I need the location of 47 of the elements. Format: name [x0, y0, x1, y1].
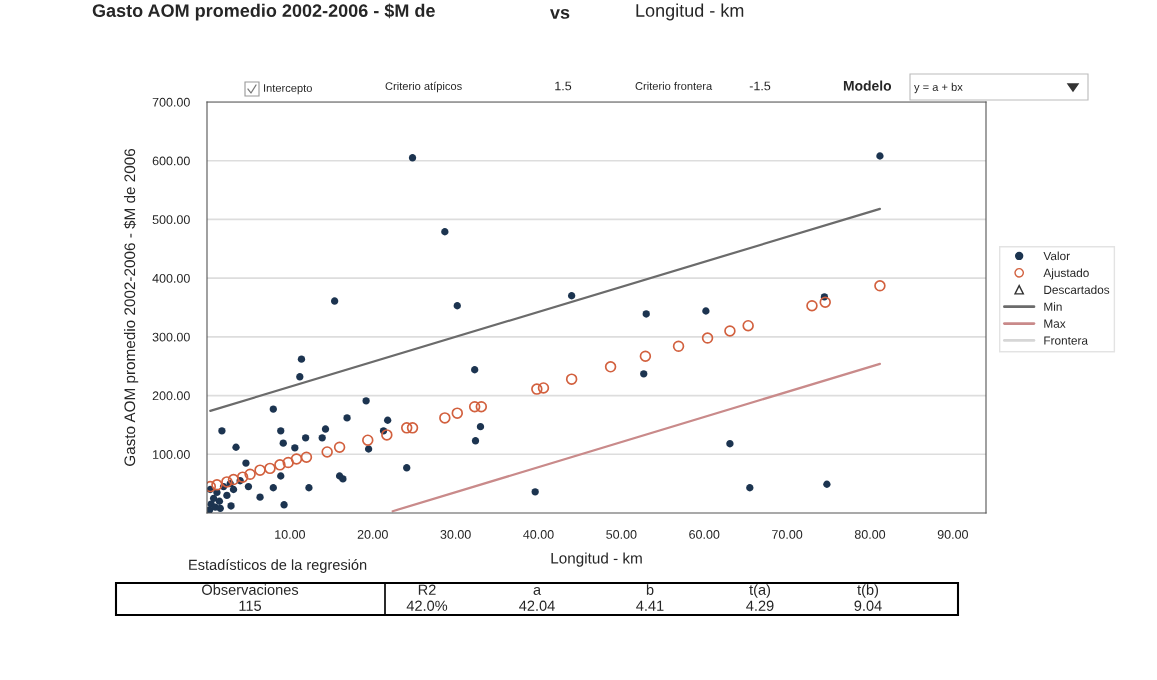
- text: t(a): [749, 584, 771, 598]
- x-axis-title: Longitud - km: [551, 552, 642, 567]
- text: 1.5: [555, 81, 572, 91]
- x-tick-label: 20.00: [357, 530, 388, 539]
- text: 42.04: [519, 600, 555, 611]
- text: t(b): [857, 584, 879, 598]
- text: vs: [550, 8, 570, 19]
- legend-label: Descartados: [1044, 285, 1110, 294]
- y-tick-label: 500.00: [152, 215, 190, 225]
- legend-label: Min: [1044, 302, 1062, 311]
- text: 115: [239, 600, 262, 611]
- text: b: [646, 584, 654, 595]
- text: -1.5: [749, 81, 771, 91]
- x-tick-label: 50.00: [606, 530, 637, 539]
- text: Criterio frontera: [635, 81, 713, 90]
- legend-label: Max: [1044, 319, 1066, 328]
- x-tick-label: 80.00: [854, 530, 886, 539]
- text: y = a + bx: [914, 82, 963, 94]
- text: 42.0%: [406, 600, 448, 611]
- y-tick-label: 200.00: [152, 391, 190, 401]
- x-tick-label: 60.00: [689, 530, 720, 539]
- x-tick-label: 70.00: [772, 530, 803, 539]
- text: Intercepto: [264, 84, 312, 95]
- legend-label: Frontera: [1044, 336, 1088, 345]
- chart-title: Gasto AOM promedio 2002-2006 - $M de: [92, 3, 435, 21]
- x-tick-label: 90.00: [937, 530, 968, 539]
- y-tick-label: 600.00: [152, 156, 190, 166]
- y-axis-title: Gasto AOM promedio 2002-2006 - $M de 2006: [123, 148, 139, 466]
- text: Estadísticos de la regresión: [189, 559, 367, 573]
- y-tick-label: 300.00: [152, 332, 190, 342]
- y-tick-label: 700.00: [152, 97, 190, 107]
- text: Criterio atípicos: [385, 81, 462, 93]
- x-tick-label: 30.00: [440, 530, 471, 539]
- text: Longitud - km: [636, 3, 744, 21]
- x-tick-label: 40.00: [523, 530, 554, 539]
- x-tick-label: 10.00: [275, 530, 306, 539]
- text: a: [533, 586, 542, 595]
- text: 4.41: [636, 600, 664, 611]
- text: R2: [418, 584, 436, 595]
- text: 9.04: [854, 600, 882, 611]
- text: Modelo: [843, 80, 892, 91]
- y-tick-label: 100.00: [153, 450, 190, 459]
- text: Observaciones: [202, 584, 299, 595]
- y-tick-label: 400.00: [152, 273, 190, 283]
- legend-label: Valor: [1043, 251, 1070, 261]
- text: 4.29: [746, 600, 774, 611]
- legend-label: Ajustado: [1043, 268, 1089, 280]
